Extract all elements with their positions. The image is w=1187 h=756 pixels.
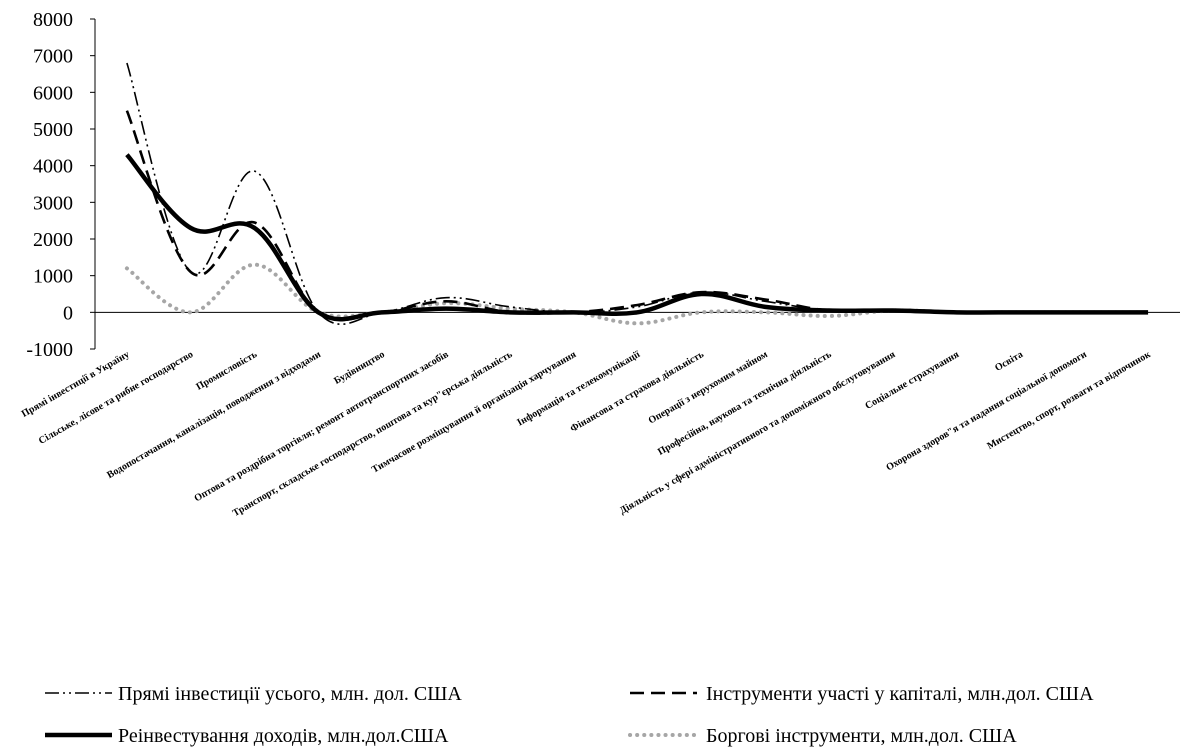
y-tick-label: 4000 xyxy=(33,156,73,178)
x-tick-label: Будівництво xyxy=(332,349,386,387)
y-tick-label: -1000 xyxy=(26,339,73,361)
chart-legend: Прямі інвестиції усього, млн. дол. США Ін… xyxy=(45,683,1094,747)
x-tick-label: Промисловість xyxy=(194,349,259,393)
x-tick-label: Інформація та телекомунікації xyxy=(515,349,642,429)
chart-series xyxy=(124,62,1151,326)
x-tick-label: Освіта xyxy=(993,349,1025,374)
legend-label-4: Боргові інструменти, млн.дол. США xyxy=(706,725,1017,747)
y-tick-label: 3000 xyxy=(33,192,73,214)
legend-label-1: Прямі інвестиції усього, млн. дол. США xyxy=(118,683,462,705)
legend-label-3: Реінвестування доходів, млн.дол.США xyxy=(118,725,449,747)
y-tick-label: 6000 xyxy=(33,82,73,104)
legend-label-2: Інструменти участі у капіталі, млн.дол. … xyxy=(706,683,1094,705)
y-tick-label: 8000 xyxy=(33,9,73,31)
series-line-4 xyxy=(124,262,1151,326)
x-tick-label: Водопостачання, каналізація, поводження … xyxy=(105,349,323,481)
series-line-3 xyxy=(125,153,1149,322)
y-tick-label: 0 xyxy=(63,302,73,324)
x-tick-label: Фінансова та страхова діяльність xyxy=(569,349,707,435)
x-tick-label: Операції з нерухомим майном xyxy=(647,349,770,426)
y-tick-label: 7000 xyxy=(33,46,73,68)
y-tick-label: 5000 xyxy=(33,119,73,141)
y-tick-label: 1000 xyxy=(33,266,73,288)
chart-axes: 8000 7000 6000 5000 4000 3000 2000 1000 0 -1000 xyxy=(26,9,1180,361)
y-tick-label: 2000 xyxy=(33,229,73,251)
series-line-1 xyxy=(126,62,1149,325)
